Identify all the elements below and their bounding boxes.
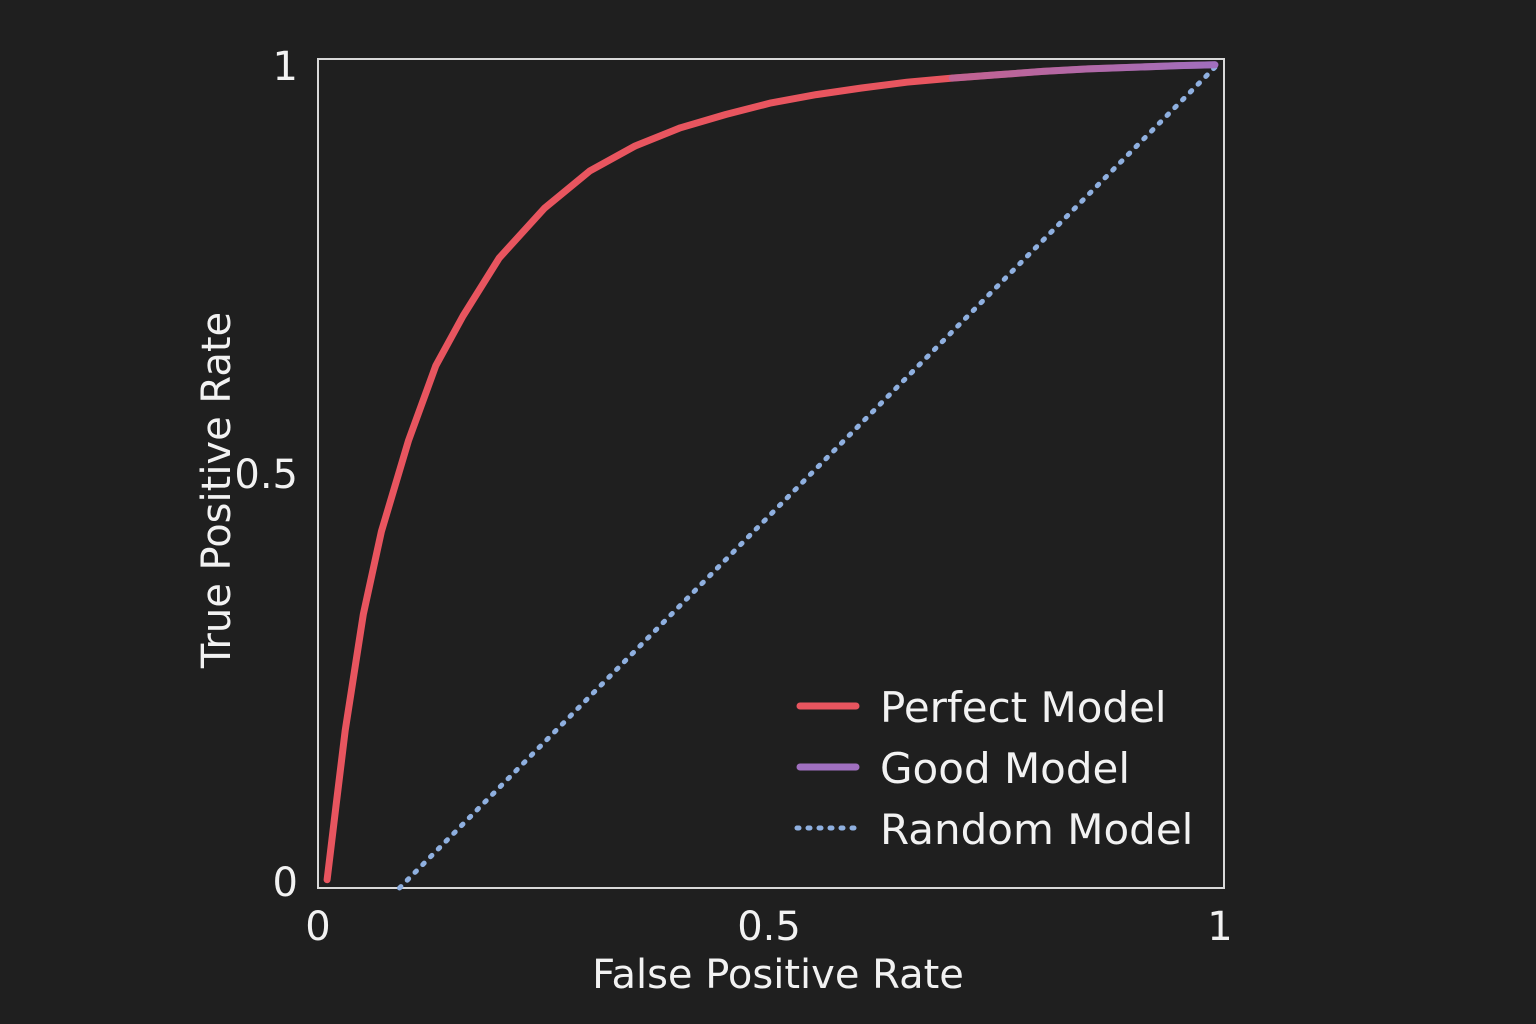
legend: Perfect Model Good Model Random Model: [794, 683, 1193, 854]
x-tick-label-0: 0: [305, 904, 330, 950]
y-tick-label-0: 0: [273, 860, 298, 906]
y-tick-label-0.5: 0.5: [234, 452, 298, 498]
y-tick-label-1: 1: [273, 44, 298, 90]
plot-frame: [317, 58, 1225, 889]
x-axis-label: False Positive Rate: [592, 952, 964, 998]
legend-label-good-model: Good Model: [880, 744, 1130, 793]
y-axis-label: True Positive Rate: [194, 312, 240, 669]
x-tick-label-0.5: 0.5: [737, 904, 801, 950]
x-tick-label-1: 1: [1207, 904, 1232, 950]
legend-label-perfect-model: Perfect Model: [880, 683, 1167, 732]
legend-label-random-model: Random Model: [880, 805, 1193, 854]
series-line-good-model: [948, 61, 1219, 82]
